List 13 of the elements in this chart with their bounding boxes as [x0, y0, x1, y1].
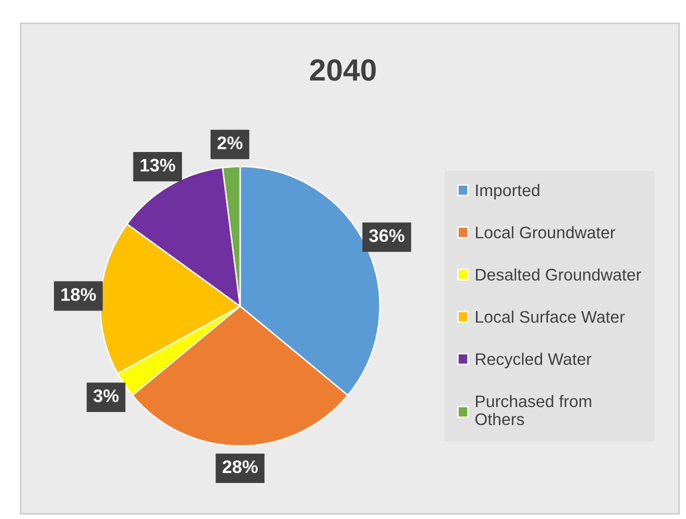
chart-title: 2040 [310, 59, 376, 81]
legend-label: Imported [476, 184, 540, 200]
data-label: 13% [140, 158, 176, 172]
legend-label: Desalted Groundwater [476, 268, 642, 281]
data-label: 28% [222, 460, 258, 474]
legend-label: Local Groundwater [476, 226, 616, 238]
legend-label: Purchased from Others [475, 394, 592, 426]
data-label: 18% [61, 288, 96, 301]
legend-label: Local Surface Water [476, 310, 625, 323]
data-label: 2% [218, 136, 242, 150]
data-label: 36% [369, 229, 404, 242]
legend-label: Recycled Water [476, 352, 592, 368]
data-label: 3% [93, 389, 119, 402]
